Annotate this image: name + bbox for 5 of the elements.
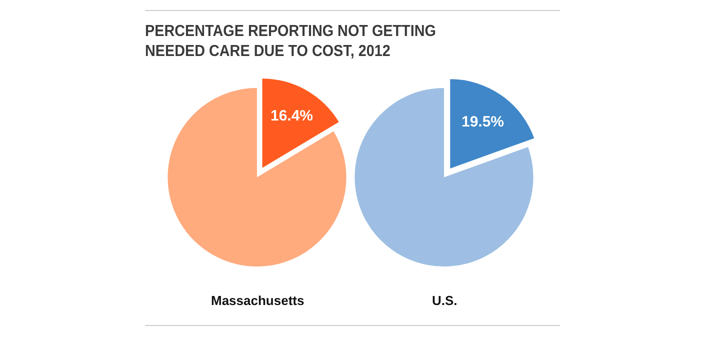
- text: U.S.: [432, 293, 458, 308]
- data-label: 16.4%: [270, 107, 314, 124]
- data-label: 19.5%: [461, 114, 504, 131]
- text: Massachusetts: [211, 293, 304, 308]
- chart-title: PERCENTAGE REPORTING NOT GETTING NEEDED CARE DUE TO COST, 2012: [145, 22, 436, 62]
